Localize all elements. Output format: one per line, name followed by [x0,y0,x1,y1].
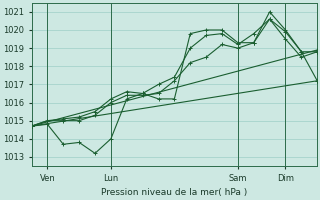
X-axis label: Pression niveau de la mer( hPa ): Pression niveau de la mer( hPa ) [101,188,247,197]
